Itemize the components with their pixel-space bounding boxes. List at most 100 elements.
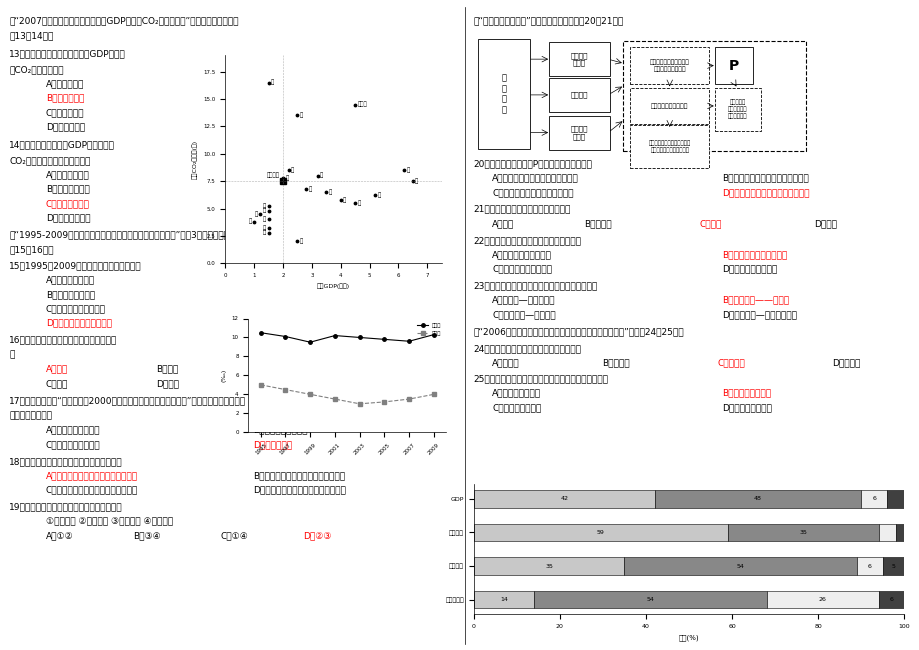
Text: C．湖南: C．湖南 [46, 379, 68, 388]
Text: A．纷织厂—汽车配件厂: A．纷织厂—汽车配件厂 [492, 296, 555, 305]
FancyBboxPatch shape [630, 47, 709, 84]
Text: 鲁: 鲁 [308, 186, 312, 192]
Text: D．电力工业和核工业: D．电力工业和核工业 [721, 265, 777, 274]
Text: D．动力: D．动力 [813, 219, 836, 228]
Text: 内蒙古: 内蒙古 [357, 101, 367, 107]
Text: 汽车研发
与设计: 汽车研发 与设计 [570, 52, 588, 66]
Text: 全国平均: 全国平均 [267, 172, 280, 178]
Text: 6: 6 [889, 597, 892, 602]
Text: B．半导体工业和激光工业: B．半导体工业和激光工业 [721, 250, 787, 259]
Bar [473, 490, 654, 508]
迁出率 [279, 385, 290, 393]
Text: 54: 54 [646, 597, 653, 602]
Text: 20．从产业链角度看，P代表的产业最有可能是: 20．从产业链角度看，P代表的产业最有可能是 [473, 159, 592, 168]
Text: 均CO₂排放量低的是: 均CO₂排放量低的是 [9, 65, 63, 74]
Text: 产归根结底取决于: 产归根结底取决于 [9, 411, 52, 421]
迁出率 [329, 395, 340, 403]
Text: 辽: 辽 [290, 168, 294, 173]
Bar [473, 557, 624, 575]
Text: A．上海: A．上海 [46, 365, 68, 374]
Bar [857, 557, 882, 575]
FancyBboxPatch shape [478, 39, 529, 149]
迁出率 [255, 381, 266, 389]
迁入率 [255, 329, 266, 337]
Bar [473, 591, 534, 608]
Text: 藏: 藏 [300, 239, 302, 244]
Text: 黔: 黔 [263, 226, 266, 231]
Text: D．第三产业发达: D．第三产业发达 [46, 213, 90, 222]
Bar [473, 524, 727, 541]
Text: B．北方区和西南区: B．北方区和西南区 [721, 389, 770, 398]
Text: 闽: 闽 [343, 197, 346, 203]
迁入率 [304, 338, 315, 346]
Text: 冀: 冀 [285, 175, 289, 181]
Text: A．北方区和南方区: A．北方区和南方区 [492, 389, 540, 398]
Text: 宁: 宁 [300, 112, 302, 118]
FancyBboxPatch shape [549, 42, 609, 76]
Text: 42: 42 [560, 497, 568, 501]
Text: D．西北区和南方区: D．西北区和南方区 [721, 403, 771, 412]
Text: 文化业（旅
游、博览、体
育、旅游等）: 文化业（旅 游、博览、体 育、旅游等） [727, 100, 747, 118]
Bar [886, 490, 903, 508]
迁入率 [379, 335, 390, 343]
迁出率 [354, 400, 365, 408]
Text: ①气候最优 ②交通最优 ③市场最优 ④地形最优: ①气候最优 ②交通最优 ③市场最优 ④地形最优 [46, 517, 173, 526]
Bar [882, 557, 903, 575]
Text: B．安徽: B．安徽 [156, 365, 178, 374]
FancyBboxPatch shape [630, 88, 709, 124]
迁入率 [279, 333, 290, 341]
Text: A．迁入率持续上升: A．迁入率持续上升 [46, 276, 95, 285]
Text: A．①②: A．①② [46, 531, 74, 540]
Text: 21．影响汽车服务业布局的主导因素是: 21．影响汽车服务业布局的主导因素是 [473, 205, 571, 214]
Text: 25．水资源与人口、耕地、经济发展匹配较差的区域是: 25．水资源与人口、耕地、经济发展匹配较差的区域是 [473, 374, 608, 384]
Text: 13．与全国平均水平相比，人均GDP高、人: 13．与全国平均水平相比，人均GDP高、人 [9, 49, 126, 58]
Text: 22．在新技术革命推动下出现的工业部门是: 22．在新技术革命推动下出现的工业部门是 [473, 236, 581, 245]
Text: B．城市化发展的程度: B．城市化发展的程度 [253, 426, 307, 435]
Y-axis label: (‰): (‰) [221, 369, 226, 382]
Text: 14．山西、内蒙古人均GDP高，但人均: 14．山西、内蒙古人均GDP高，但人均 [9, 140, 115, 150]
Text: 沧: 沧 [406, 168, 409, 173]
Text: 19．城市内商业中心区位选择的最优原则包括: 19．城市内商业中心区位选择的最优原则包括 [9, 502, 123, 512]
Text: C．原油开采—汽车制造: C．原油开采—汽车制造 [492, 310, 555, 319]
Legend: 迁入率, 迁出率: 迁入率, 迁出率 [414, 321, 443, 338]
X-axis label: 人均GDP(万元): 人均GDP(万元) [316, 283, 350, 289]
迁入率 [329, 332, 340, 339]
Bar [727, 524, 878, 541]
Text: 48: 48 [754, 497, 761, 501]
Text: C．焎炭消耗量大: C．焎炭消耗量大 [46, 199, 90, 208]
Text: 23．下列工业部门其产品具有上下游关系的组合是: 23．下列工业部门其产品具有上下游关系的组合是 [473, 281, 597, 291]
Text: C．海南、贵州: C．海南、贵州 [46, 108, 85, 117]
Bar [624, 557, 857, 575]
Text: 戕13～14题。: 戕13～14题。 [9, 31, 53, 40]
Text: D．累计净迁入量逐年增加: D．累计净迁入量逐年增加 [46, 318, 112, 328]
X-axis label: 比重(%): 比重(%) [678, 634, 698, 641]
Text: 销售（整车及零部件）: 销售（整车及零部件） [651, 103, 687, 109]
Text: 读“2006年我国水资源、人口、耕地和经济总量区域比重图”，完戕24～25题。: 读“2006年我国水资源、人口、耕地和经济总量区域比重图”，完戕24～25题。 [473, 327, 684, 336]
Text: A．上海、天津: A．上海、天津 [46, 79, 85, 88]
Text: 琼: 琼 [248, 219, 252, 224]
Text: P: P [728, 58, 739, 73]
Bar [895, 524, 903, 541]
Text: 服务（保养、维修、金融、保
险、广告、加油、停车等）: 服务（保养、维修、金融、保 险、广告、加油、停车等） [648, 141, 690, 153]
Text: D．市场的需求: D．市场的需求 [253, 440, 292, 449]
迁入率 [354, 333, 365, 341]
Text: A．汽车研发（发动机、变速筱等）: A．汽车研发（发动机、变速筱等） [492, 174, 578, 183]
Text: 6: 6 [867, 564, 871, 569]
Bar [766, 591, 878, 608]
Text: A．国家的政策和措施: A．国家的政策和措施 [46, 426, 100, 435]
Text: B．西北区: B．西北区 [602, 358, 630, 367]
迁出率 [304, 391, 315, 398]
Text: 苏: 苏 [377, 192, 380, 198]
Text: 16．从人口迁移模式看，该省级行政区可能: 16．从人口迁移模式看，该省级行政区可能 [9, 335, 118, 345]
Text: 6: 6 [871, 497, 875, 501]
Text: C．工业化水平的高低: C．工业化水平的高低 [46, 440, 100, 449]
Text: CO₂排放量量高。其主要原因是: CO₂排放量量高。其主要原因是 [9, 156, 90, 165]
Text: C．机械增长率缓慢下降: C．机械增长率缓慢下降 [46, 304, 106, 313]
FancyBboxPatch shape [714, 47, 753, 84]
Text: 35: 35 [799, 530, 806, 535]
Text: 24．人口数量最多，经济总量最大的区域是: 24．人口数量最多，经济总量最大的区域是 [473, 344, 581, 353]
迁出率 [379, 398, 390, 406]
Text: 15．1995～2009年，该省级行政区户籍人中: 15．1995～2009年，该省级行政区户籍人中 [9, 261, 142, 270]
Text: C．南方区: C．南方区 [717, 358, 744, 367]
Bar [878, 591, 903, 608]
